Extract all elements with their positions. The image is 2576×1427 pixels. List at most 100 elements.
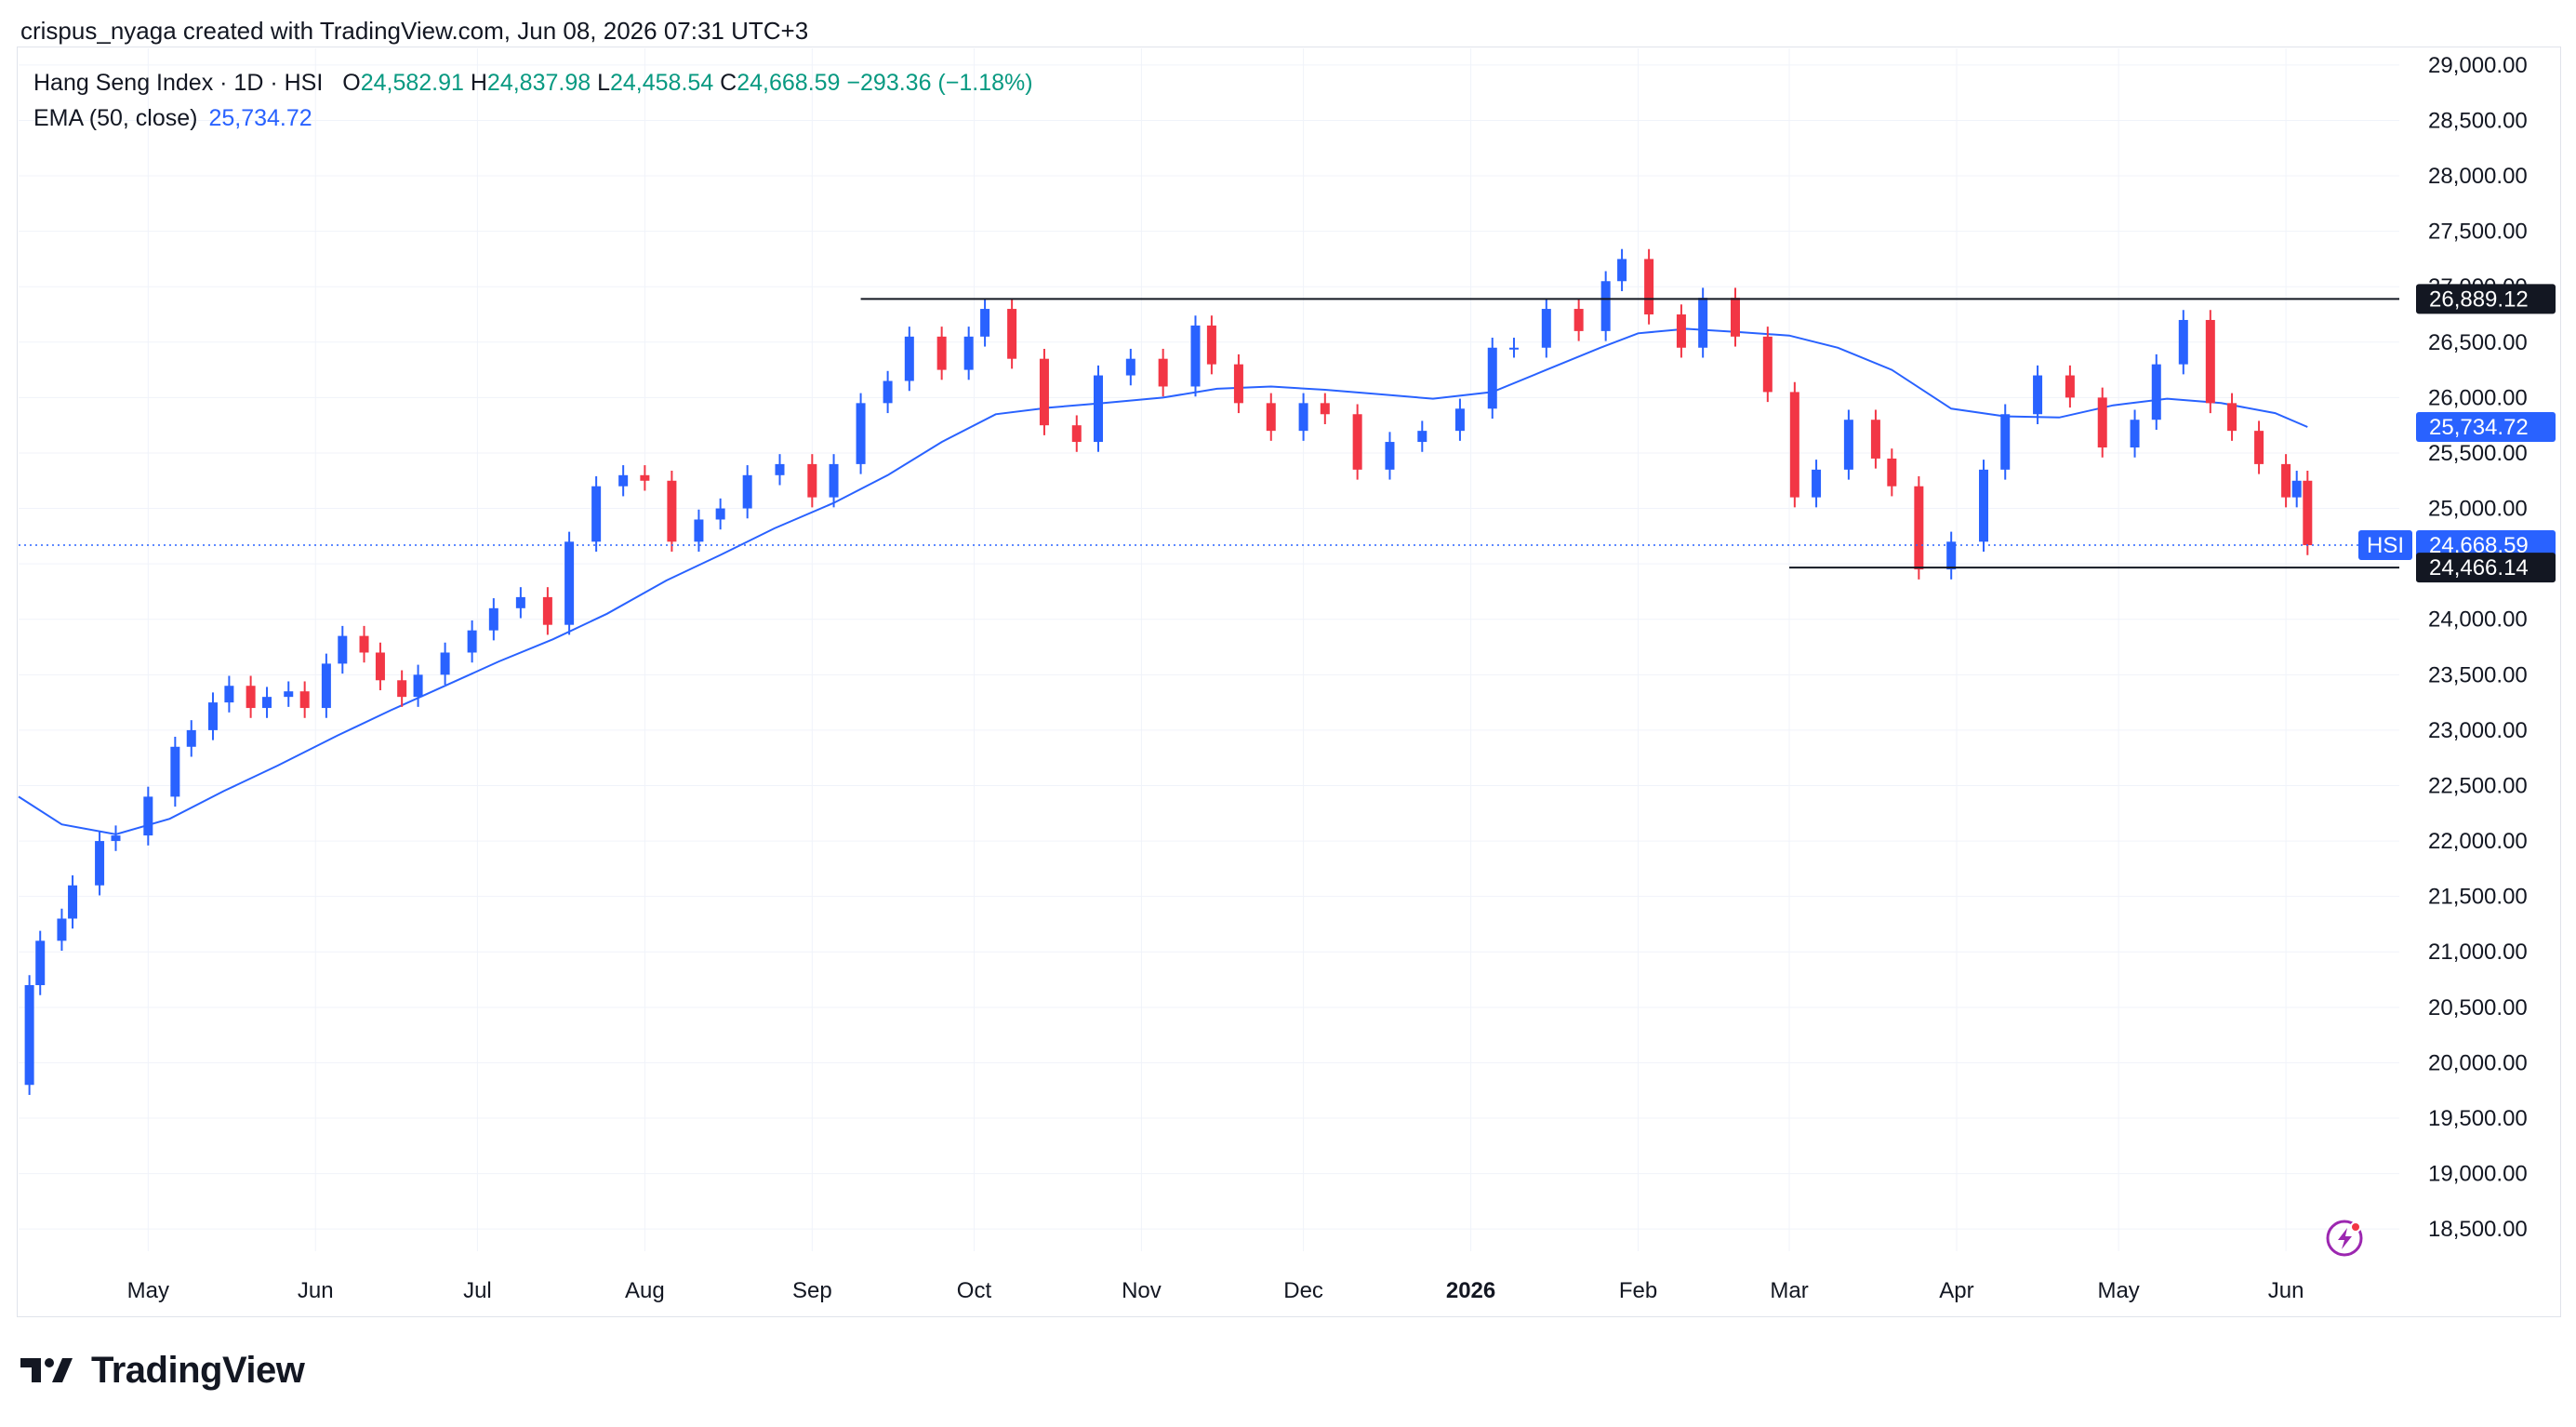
candle-body	[1843, 420, 1853, 470]
y-tick-label: 26,000.00	[2428, 385, 2528, 410]
ema-last-tag: 25,734.72	[2429, 415, 2529, 440]
candle-body	[591, 486, 602, 542]
candle-body	[2130, 420, 2140, 448]
legend-change: −293.36 (−1.18%)	[846, 70, 1033, 96]
candle-body	[1676, 314, 1686, 348]
candle-body	[1812, 469, 1822, 498]
x-tick-label: May	[127, 1278, 169, 1303]
candle-body	[1508, 347, 1519, 350]
y-tick-label: 28,500.00	[2428, 108, 2528, 133]
y-tick-label: 27,500.00	[2428, 220, 2528, 245]
candle-body	[775, 463, 785, 475]
candle-body	[488, 607, 498, 631]
candle-body	[2065, 375, 2075, 398]
candle-body	[1071, 425, 1082, 443]
candle-body	[1541, 309, 1551, 348]
price-chart[interactable]: 29,000.0028,500.0028,000.0027,500.0027,0…	[0, 0, 2576, 1330]
chart-frame[interactable]	[17, 47, 2561, 1317]
x-tick-label: Oct	[957, 1278, 992, 1303]
y-tick-label: 18,500.00	[2428, 1217, 2528, 1242]
y-tick-label: 28,000.00	[2428, 164, 2528, 189]
candle-body	[111, 835, 121, 842]
candle-body	[829, 463, 839, 498]
candle-body	[57, 918, 67, 941]
candle-body	[1573, 309, 1584, 331]
x-tick-label: Feb	[1619, 1278, 1657, 1303]
candle-body	[2205, 319, 2215, 404]
candle-body	[856, 403, 866, 464]
legend-open: 24,582.91	[360, 70, 464, 96]
legend-close-key: C	[720, 70, 737, 96]
candle-body	[564, 541, 575, 625]
y-tick-label: 20,000.00	[2428, 1050, 2528, 1075]
candle-body	[1320, 403, 1330, 415]
candle-body	[2151, 364, 2161, 420]
candle-body	[1914, 486, 1924, 570]
candle-body	[1979, 469, 1989, 542]
y-tick-label: 19,500.00	[2428, 1106, 2528, 1131]
candle-body	[1125, 358, 1135, 376]
candle-body	[1266, 403, 1276, 432]
candle-body	[359, 635, 369, 653]
y-tick-label: 22,500.00	[2428, 773, 2528, 798]
footer: TradingView	[20, 1347, 305, 1394]
ema-layer	[18, 327, 2308, 835]
candle-body	[1487, 347, 1497, 409]
header-attribution: crispus_nyaga created with TradingView.c…	[20, 17, 809, 45]
ema-line	[18, 327, 2308, 835]
candle-body	[694, 519, 704, 542]
candle-body	[640, 474, 650, 481]
candle-body	[2227, 403, 2237, 432]
candle-body	[1600, 281, 1611, 331]
symbol-tag: HSI	[2367, 533, 2404, 558]
support-tag-bg	[2416, 553, 2556, 583]
candle-body	[246, 686, 256, 709]
x-tick-label: Mar	[1770, 1278, 1808, 1303]
candle-body	[170, 746, 180, 797]
x-tick-label: May	[2097, 1278, 2139, 1303]
last-price-tag-bg	[2416, 530, 2556, 561]
candle-body	[2254, 431, 2264, 464]
candle-body	[224, 686, 234, 703]
candle-body	[1644, 259, 1654, 315]
candle-body	[1698, 298, 1708, 348]
chart-legend: Hang Seng Index · 1D · HSI O24,582.91 H2…	[33, 65, 1033, 136]
widget-layer	[2326, 1220, 2363, 1257]
tradingview-brand: TradingView	[91, 1349, 305, 1391]
candle-body	[807, 463, 817, 498]
legend-ohlc-row: Hang Seng Index · 1D · HSI O24,582.91 H2…	[33, 65, 1033, 100]
y-tick-label: 20,500.00	[2428, 995, 2528, 1020]
x-tick-label: Nov	[1122, 1278, 1162, 1303]
tradingview-logo-icon	[20, 1358, 73, 1382]
candle-body	[2178, 319, 2188, 365]
candle-body	[284, 691, 294, 698]
candle-body	[618, 474, 629, 487]
y-tick-label: 25,000.00	[2428, 497, 2528, 522]
candle-body	[35, 940, 46, 985]
candle-body	[1298, 403, 1308, 432]
candle-body	[1007, 309, 1017, 359]
axis-layer: 29,000.0028,500.0028,000.0027,500.0027,0…	[127, 53, 2528, 1303]
candle-body	[742, 474, 752, 509]
candle-body	[1385, 442, 1395, 470]
lightning-icon[interactable]	[2326, 1220, 2363, 1257]
y-tick-label: 24,000.00	[2428, 607, 2528, 633]
candle-body	[1730, 298, 1740, 337]
legend-open-key: O	[342, 70, 361, 96]
x-tick-label: Jun	[2268, 1278, 2304, 1303]
candle-body	[2291, 480, 2302, 498]
x-tick-label: Sep	[792, 1278, 832, 1303]
y-tick-label: 23,500.00	[2428, 662, 2528, 687]
candle-body	[24, 984, 34, 1086]
ema-last-tag-bg	[2416, 412, 2556, 443]
legend-symbol: Hang Seng Index · 1D · HSI	[33, 70, 324, 96]
candle-body	[397, 680, 407, 698]
candle-body	[321, 663, 331, 709]
candle-body	[68, 885, 78, 919]
legend-high: 24,837.98	[486, 70, 591, 96]
legend-close: 24,668.59	[737, 70, 841, 96]
y-tick-label: 23,000.00	[2428, 718, 2528, 743]
candle-body	[2303, 480, 2313, 546]
candle-body	[1190, 325, 1201, 387]
